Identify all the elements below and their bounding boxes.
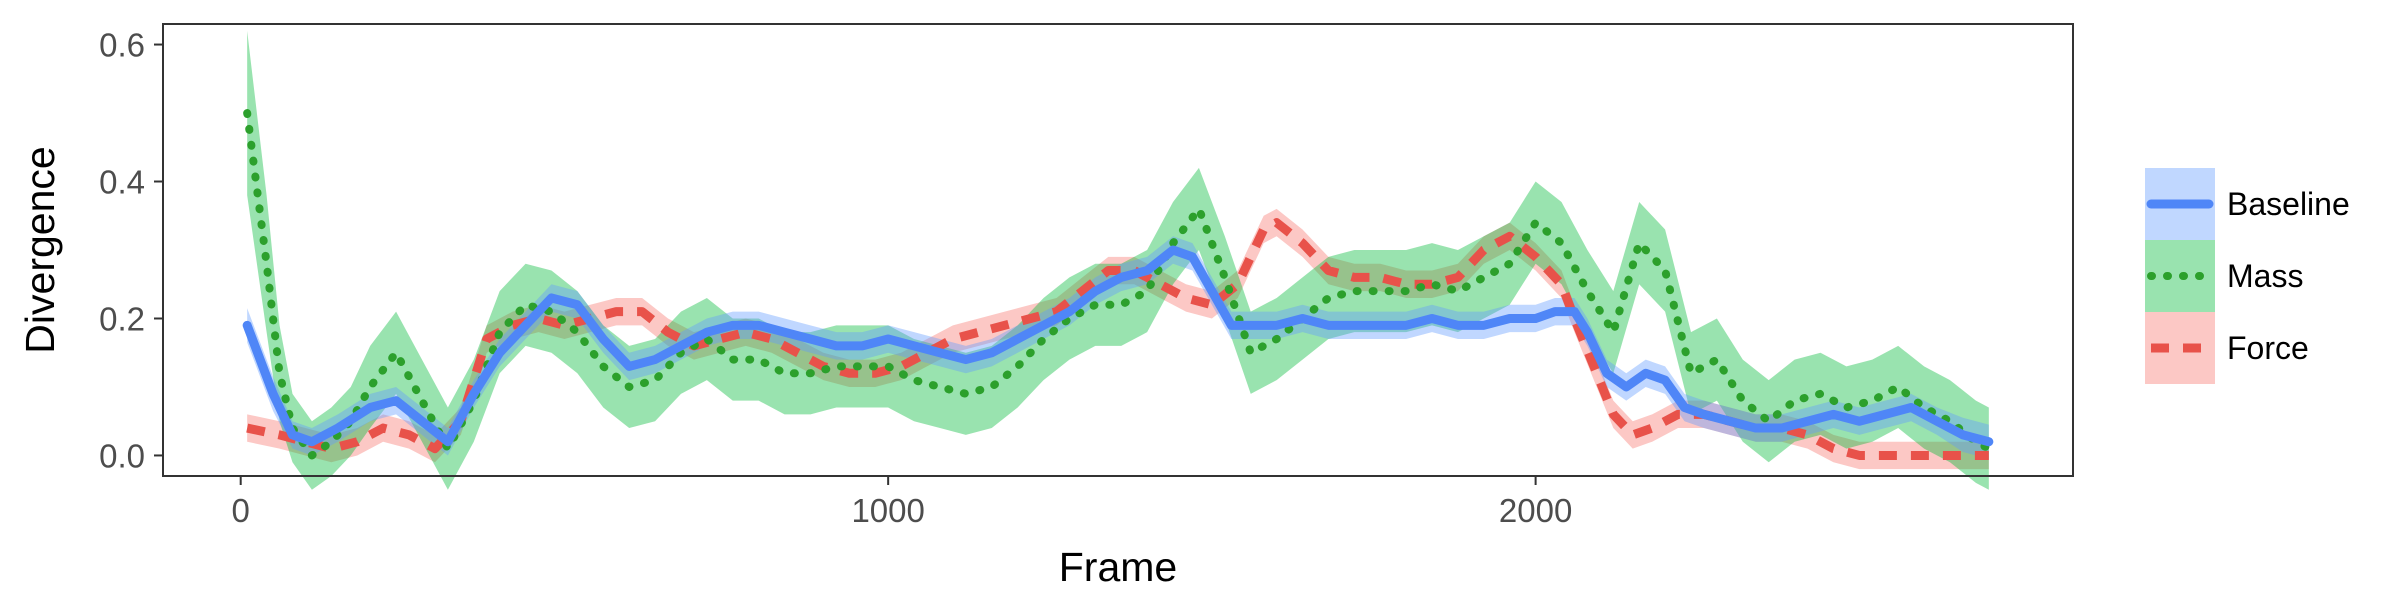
series-lines xyxy=(242,109,1994,460)
line-force xyxy=(246,218,1989,460)
y-axis-title: Divergence xyxy=(17,146,63,353)
band-mass xyxy=(247,30,1989,490)
y-tick-label: 0.6 xyxy=(99,27,145,64)
legend-item-force: Force xyxy=(2145,312,2309,384)
legend-item-baseline: Baseline xyxy=(2145,168,2350,240)
legend-label-mass: Mass xyxy=(2227,258,2303,294)
x-axis-title: Frame xyxy=(1059,544,1177,590)
x-axis: 0 1000 2000 xyxy=(232,476,1572,529)
line-mass xyxy=(243,109,1993,460)
legend: Baseline Mass Force xyxy=(2145,168,2350,384)
legend-label-force: Force xyxy=(2227,330,2309,366)
legend-item-mass: Mass xyxy=(2145,240,2303,312)
line-baseline xyxy=(242,245,1994,447)
x-tick-label: 1000 xyxy=(851,492,924,529)
y-tick-label: 0.2 xyxy=(99,300,145,337)
x-tick-label: 0 xyxy=(232,492,250,529)
y-tick-label: 0.0 xyxy=(99,437,145,474)
y-tick-label: 0.4 xyxy=(99,164,145,201)
y-axis: 0.0 0.2 0.4 0.6 xyxy=(99,27,163,474)
plot-panel-border xyxy=(162,23,2074,477)
legend-label-baseline: Baseline xyxy=(2227,186,2350,222)
x-tick-label: 2000 xyxy=(1499,492,1572,529)
